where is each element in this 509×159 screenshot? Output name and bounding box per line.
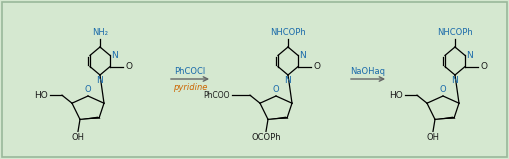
FancyBboxPatch shape xyxy=(2,2,507,157)
Text: N: N xyxy=(299,51,306,60)
Text: O: O xyxy=(273,85,279,94)
Text: O: O xyxy=(440,85,446,94)
Text: O: O xyxy=(314,62,321,71)
Text: N: N xyxy=(97,76,103,85)
Text: OH: OH xyxy=(427,133,439,142)
Text: N: N xyxy=(285,76,291,85)
Polygon shape xyxy=(268,117,289,119)
Text: NHCOPh: NHCOPh xyxy=(437,28,473,37)
Text: O: O xyxy=(481,62,488,71)
Text: N: N xyxy=(111,51,118,60)
Polygon shape xyxy=(435,117,456,119)
Text: O: O xyxy=(84,85,91,94)
Text: HO: HO xyxy=(34,91,48,100)
Text: NaOHaq: NaOHaq xyxy=(351,66,385,76)
Text: NHCOPh: NHCOPh xyxy=(270,28,306,37)
Polygon shape xyxy=(80,117,101,119)
Text: O: O xyxy=(126,62,133,71)
Text: NH₂: NH₂ xyxy=(92,28,108,37)
Text: OCOPh: OCOPh xyxy=(251,133,281,142)
Text: N: N xyxy=(451,76,459,85)
Text: PhCOO: PhCOO xyxy=(204,91,230,100)
Text: OH: OH xyxy=(71,133,84,142)
Text: PhCOCl: PhCOCl xyxy=(175,66,206,76)
Text: HO: HO xyxy=(389,91,403,100)
Text: N: N xyxy=(466,51,473,60)
Text: pyridine: pyridine xyxy=(173,83,207,91)
